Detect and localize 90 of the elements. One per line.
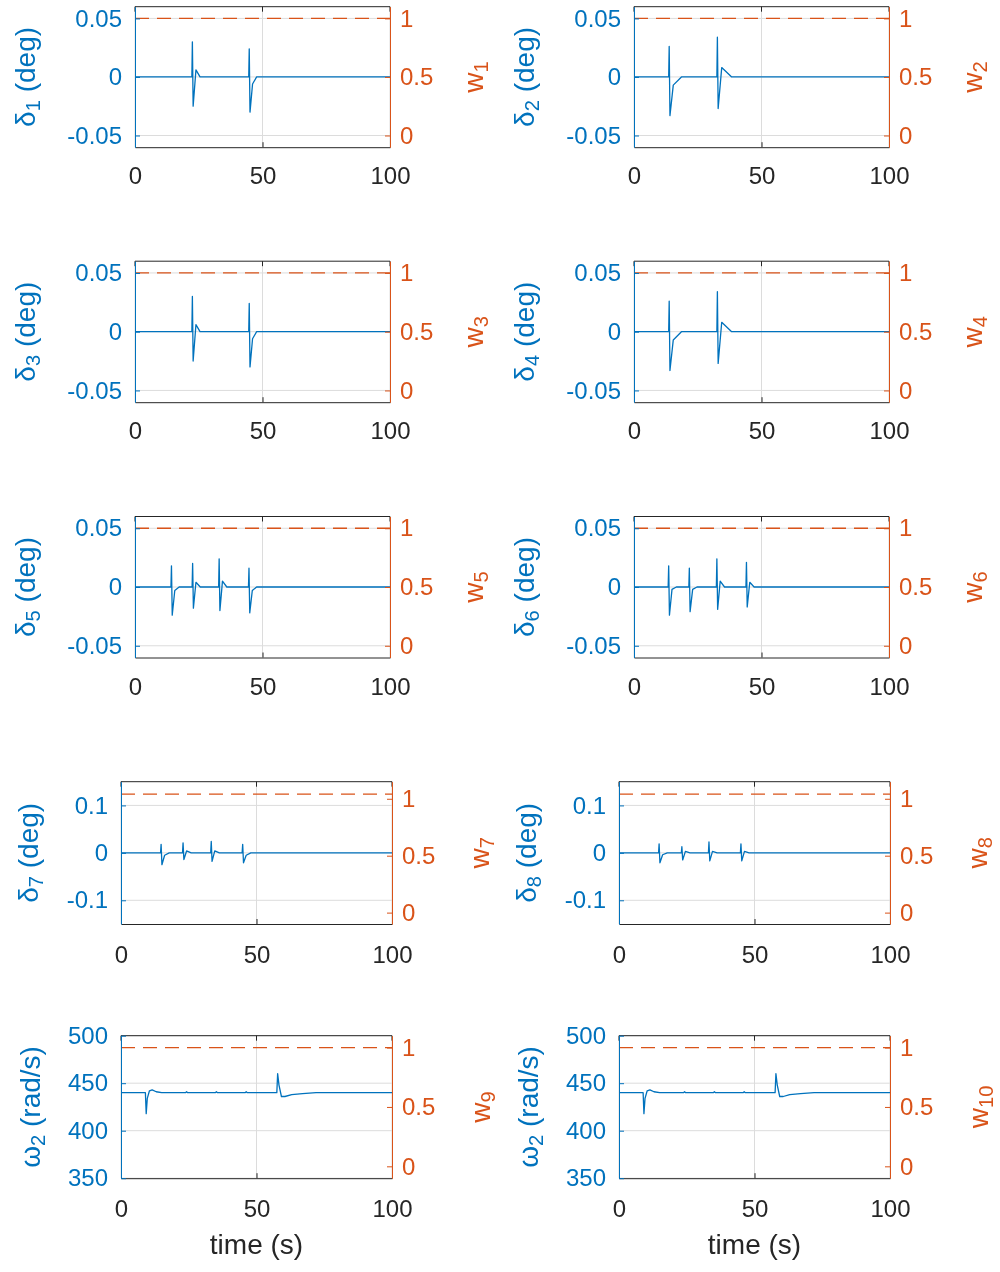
y-tick-label: 0 (108, 317, 122, 345)
y2-tick-label: 1 (900, 1033, 914, 1061)
y2-tick-label: 1 (899, 514, 913, 542)
y2-tick-label: 0.5 (900, 841, 934, 869)
x-tick-label: 100 (370, 417, 411, 445)
y2-tick-label: 0.5 (400, 317, 434, 345)
y2-tick-label: 0 (400, 631, 414, 659)
y2-tick-label: 1 (400, 514, 414, 542)
y2-tick-label: 1 (402, 784, 416, 812)
y-tick-label: 500 (565, 1021, 606, 1049)
y2-tick-label: 0.5 (900, 1093, 934, 1121)
y-tick-label: 0.1 (572, 791, 606, 819)
y2-tick-label: 1 (400, 259, 414, 287)
y-tick-label: 0 (592, 839, 606, 867)
x-tick-label: 50 (741, 941, 769, 969)
y-tick-label: -0.05 (67, 121, 122, 149)
x-tick-label: 100 (869, 672, 910, 700)
y2-tick-label: 0 (900, 898, 914, 926)
y2-tick-label: 1 (899, 4, 913, 32)
y-tick-label: 450 (565, 1069, 606, 1097)
x-tick-label: 50 (748, 672, 776, 700)
y-tick-label: 0 (108, 63, 122, 91)
y-tick-label: 0.05 (75, 514, 122, 542)
y-tick-label: 500 (67, 1021, 108, 1049)
x-tick-label: 100 (370, 672, 411, 700)
y-tick-label: 0.1 (74, 791, 108, 819)
y2-tick-label: 0 (402, 1152, 416, 1180)
y2-tick-label: 0 (899, 631, 913, 659)
y-tick-label: -0.05 (67, 376, 122, 404)
x-tick-label: 50 (741, 1195, 769, 1223)
y2-tick-label: 0.5 (899, 63, 933, 91)
y-tick-label: 350 (565, 1164, 606, 1192)
x-tick-label: 100 (372, 1195, 413, 1223)
y-tick-label: 450 (67, 1069, 108, 1097)
x-tick-label: 50 (249, 162, 277, 190)
y-tick-label: -0.05 (566, 631, 621, 659)
x-axis-title: time (s) (707, 1229, 802, 1261)
x-tick-label: 100 (372, 941, 413, 969)
y-tick-label: 0 (94, 839, 108, 867)
x-tick-label: 50 (748, 417, 776, 445)
y2-tick-label: 0.5 (400, 573, 434, 601)
y-tick-label: -0.1 (66, 886, 108, 914)
y2-tick-label: 0.5 (402, 841, 436, 869)
y2-tick-label: 1 (900, 784, 914, 812)
y-tick-label: 0.05 (75, 259, 122, 287)
y2-tick-label: 1 (899, 259, 913, 287)
y-tick-label: -0.05 (566, 121, 621, 149)
y-tick-label: 400 (67, 1116, 108, 1144)
y-tick-label: 0 (607, 573, 621, 601)
y2-tick-label: 0.5 (400, 63, 434, 91)
y-tick-label: 400 (565, 1116, 606, 1144)
x-tick-label: 0 (128, 672, 143, 700)
x-tick-label: 100 (870, 1195, 911, 1223)
y2-tick-label: 0 (400, 121, 414, 149)
y2-tick-label: 0.5 (899, 573, 933, 601)
y-tick-label: 0 (607, 63, 621, 91)
y-tick-label: 0.05 (574, 514, 621, 542)
y2-tick-label: 0.5 (402, 1093, 436, 1121)
y-tick-label: -0.1 (564, 886, 606, 914)
y2-tick-label: 0 (900, 1152, 914, 1180)
x-tick-label: 50 (748, 162, 776, 190)
y-tick-label: 0 (108, 573, 122, 601)
x-tick-label: 100 (869, 162, 910, 190)
x-tick-label: 50 (243, 1195, 271, 1223)
y-tick-label: 350 (67, 1164, 108, 1192)
y-tick-label: 0.05 (75, 4, 122, 32)
x-tick-label: 0 (627, 162, 642, 190)
x-tick-label: 0 (627, 672, 642, 700)
x-tick-label: 50 (249, 672, 277, 700)
x-tick-label: 100 (869, 417, 910, 445)
y-tick-label: 0.05 (574, 4, 621, 32)
y-tick-label: -0.05 (67, 631, 122, 659)
x-axis-title: time (s) (209, 1229, 304, 1261)
y2-tick-label: 1 (402, 1033, 416, 1061)
x-tick-label: 50 (249, 417, 277, 445)
x-tick-label: 0 (627, 417, 642, 445)
y2-tick-label: 0 (899, 376, 913, 404)
y2-tick-label: 0 (400, 376, 414, 404)
x-tick-label: 50 (243, 941, 271, 969)
x-tick-label: 100 (870, 941, 911, 969)
y2-tick-label: 0 (899, 121, 913, 149)
x-tick-label: 0 (128, 162, 143, 190)
x-tick-label: 100 (370, 162, 411, 190)
y-tick-label: 0.05 (574, 259, 621, 287)
x-tick-label: 0 (128, 417, 143, 445)
y2-tick-label: 0.5 (899, 317, 933, 345)
y2-tick-label: 0 (402, 898, 416, 926)
y2-tick-label: 1 (400, 4, 414, 32)
y-tick-label: 0 (607, 317, 621, 345)
y-tick-label: -0.05 (566, 376, 621, 404)
